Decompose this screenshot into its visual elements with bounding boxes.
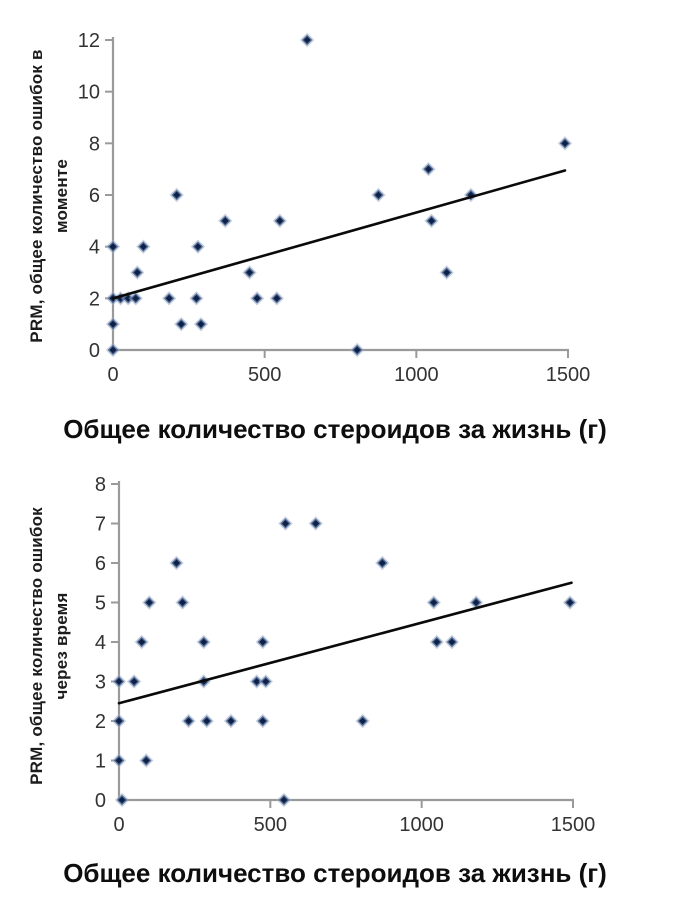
data-point <box>169 187 184 203</box>
y-tick-label: 10 <box>78 82 100 104</box>
trend-line <box>111 169 567 300</box>
y-tick-label: 7 <box>95 514 106 536</box>
data-point <box>181 713 196 729</box>
axes <box>117 481 574 802</box>
data-point <box>218 213 233 229</box>
data-point <box>444 634 460 650</box>
data-point <box>355 713 370 729</box>
data-point <box>429 634 444 650</box>
data-point <box>375 555 390 571</box>
x-axis-title-bottom: Общее количество стероидов за жизнь (г) <box>63 858 607 888</box>
y-tick-label: 6 <box>89 185 100 207</box>
data-point <box>161 291 177 306</box>
data-point <box>269 291 284 306</box>
y-tick-label: 5 <box>95 593 106 615</box>
data-point <box>562 595 578 610</box>
data-point <box>189 291 204 306</box>
data-point <box>308 516 323 531</box>
data-point <box>371 187 386 203</box>
x-tick-label: 1500 <box>551 814 596 836</box>
x-tick-label: 500 <box>254 814 287 836</box>
data-point <box>557 136 573 151</box>
y-tick-label: 8 <box>95 474 106 496</box>
data-point <box>130 265 145 280</box>
y-axis-label-bottom-line2: через время <box>52 592 71 700</box>
data-point <box>169 555 184 571</box>
y-axis-label-top-line1: PRM, общее количество ошибок в <box>27 49 46 343</box>
data-point <box>299 32 315 48</box>
data-point <box>105 239 121 254</box>
data-point <box>111 674 127 689</box>
data-point <box>258 674 273 689</box>
x-tick-label: 0 <box>113 814 124 836</box>
data-point <box>111 713 127 729</box>
y-tick-label: 6 <box>95 553 106 575</box>
data-point <box>174 316 189 332</box>
data-point <box>349 342 365 358</box>
data-point <box>272 213 288 229</box>
x-axis-title-top: Общее количество стероидов за жизнь (г) <box>63 414 607 444</box>
data-point <box>278 516 293 531</box>
data-point <box>105 316 121 332</box>
data-point <box>426 595 441 610</box>
data-point <box>175 595 190 610</box>
data-point <box>142 595 157 610</box>
scatter-plot-bottom: 0 1 2 3 4 5 6 7 8 0 500 1000 1500 <box>95 474 595 836</box>
data-point <box>105 342 121 358</box>
data-point <box>126 674 142 689</box>
data-point <box>439 265 454 280</box>
data-point <box>255 713 270 729</box>
data-point <box>249 291 265 306</box>
data-point <box>424 213 439 229</box>
data-point <box>276 792 292 808</box>
data-point <box>196 634 211 650</box>
data-point <box>249 674 264 689</box>
y-tick-label: 12 <box>78 30 100 52</box>
data-point <box>139 753 154 768</box>
data-point <box>136 239 151 254</box>
y-tick-label: 4 <box>89 237 100 259</box>
data-point <box>190 239 206 254</box>
y-tick-label: 1 <box>95 751 106 773</box>
y-tick-label: 3 <box>95 672 106 694</box>
y-tick-label: 0 <box>89 340 100 362</box>
trend-line <box>117 581 573 705</box>
y-tick-label: 0 <box>95 790 106 812</box>
x-tick-label: 1000 <box>394 364 439 386</box>
y-tick-label: 8 <box>89 133 100 155</box>
data-point <box>421 161 436 177</box>
data-point <box>242 265 257 280</box>
x-tick-label: 0 <box>107 364 118 386</box>
data-point <box>111 753 127 768</box>
x-tick-label: 1500 <box>546 364 591 386</box>
x-tick-label: 1000 <box>399 814 444 836</box>
y-axis-label-top-line2: моменте <box>52 159 71 233</box>
x-tick-label: 500 <box>248 364 281 386</box>
data-point <box>120 291 136 306</box>
data-point <box>199 713 214 729</box>
data-point <box>193 316 209 332</box>
scatter-plot-top: 0 2 4 6 8 10 12 0 500 1000 1500 <box>78 30 591 386</box>
data-point <box>128 291 143 306</box>
data-point <box>255 634 270 650</box>
data-point <box>134 634 149 650</box>
y-tick-label: 2 <box>89 288 100 310</box>
y-axis-label-bottom-line1: PRM, общее количество ошибок <box>27 507 46 785</box>
y-tick-label: 4 <box>95 632 106 654</box>
y-tick-label: 2 <box>95 711 106 733</box>
data-point <box>114 792 130 808</box>
data-point <box>223 713 239 729</box>
